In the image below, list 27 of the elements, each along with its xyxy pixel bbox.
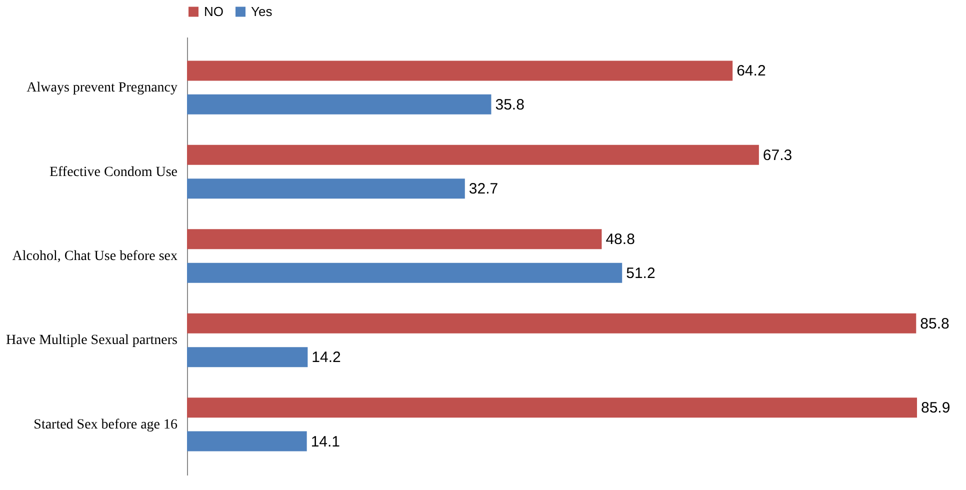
bar <box>187 347 308 368</box>
bar <box>187 229 602 250</box>
bar <box>187 60 733 81</box>
data-label: 85.9 <box>921 400 950 417</box>
y-tick-label: Alcohol, Chat Use before sex <box>12 249 178 264</box>
data-label: 67.3 <box>762 146 792 164</box>
data-label: 48.8 <box>606 231 635 248</box>
y-tick-label: Effective Condom Use <box>49 164 178 180</box>
data-label: 85.8 <box>920 315 950 332</box>
y-tick-label: Have Multiple Sexual partners <box>6 333 178 348</box>
bar <box>187 94 492 114</box>
legend-label: Yes <box>251 4 273 19</box>
data-label: 51.2 <box>626 264 656 282</box>
bar <box>187 144 759 165</box>
bar <box>187 178 465 199</box>
legend-label: NO <box>204 4 224 19</box>
y-tick-label: Always prevent Pregnancy <box>26 80 178 96</box>
bar <box>187 313 916 334</box>
data-label: 14.2 <box>312 349 341 366</box>
bar <box>187 431 307 452</box>
data-label: 32.7 <box>468 180 498 198</box>
y-tick-label: Started Sex before age 16 <box>34 417 178 432</box>
bar <box>187 262 622 283</box>
data-label: 14.1 <box>310 433 340 450</box>
data-label: 64.2 <box>736 62 766 80</box>
data-label: 35.8 <box>495 96 524 114</box>
bar <box>187 398 917 418</box>
